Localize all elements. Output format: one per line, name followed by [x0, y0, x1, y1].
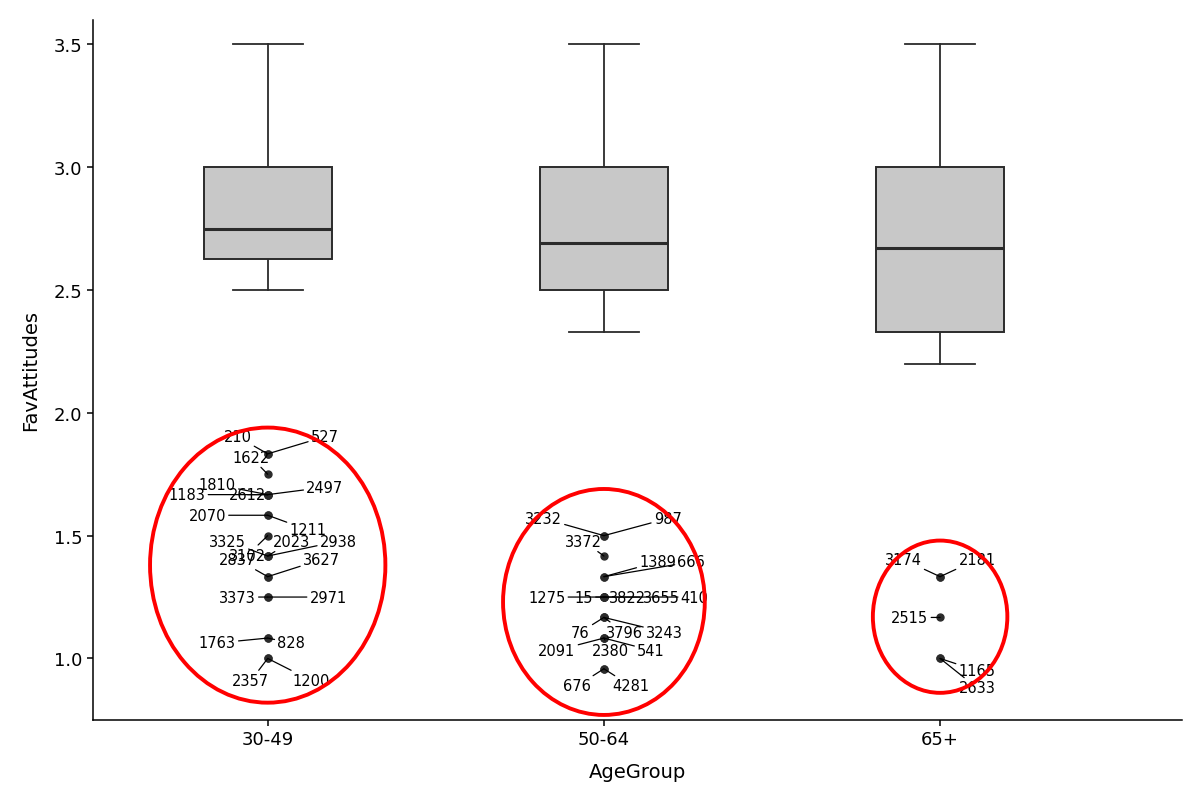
Text: 76: 76	[571, 618, 604, 640]
Text: 1165: 1165	[940, 658, 996, 678]
Y-axis label: FavAttitudes: FavAttitudes	[20, 310, 40, 431]
Text: 3372: 3372	[565, 534, 604, 557]
Text: 2181: 2181	[940, 553, 996, 577]
Text: 3627: 3627	[268, 553, 340, 577]
Text: 2380: 2380	[592, 638, 629, 658]
Text: 1810: 1810	[198, 478, 268, 495]
Text: 2023: 2023	[268, 534, 310, 557]
Text: 1211: 1211	[268, 516, 327, 538]
Text: 2612: 2612	[229, 488, 268, 503]
Text: 2515: 2515	[891, 610, 940, 625]
Text: 4281: 4281	[604, 669, 650, 694]
Text: 527: 527	[268, 430, 339, 454]
Text: 828: 828	[268, 636, 306, 650]
Text: 666: 666	[604, 555, 705, 577]
Bar	[203, 168, 332, 260]
Text: 1622: 1622	[232, 450, 269, 475]
Text: 2938: 2938	[268, 534, 357, 557]
Text: 3822: 3822	[604, 589, 646, 605]
Text: 2633: 2633	[940, 658, 996, 695]
Text: 3655: 3655	[604, 589, 680, 605]
Text: 3102: 3102	[229, 536, 268, 563]
Text: 2091: 2091	[538, 638, 604, 658]
Bar	[876, 168, 1005, 332]
Text: 210: 210	[224, 430, 268, 454]
Text: 1389: 1389	[604, 555, 676, 577]
Text: 2971: 2971	[268, 589, 346, 605]
Text: 2497: 2497	[268, 480, 344, 495]
Text: 1763: 1763	[198, 636, 268, 650]
Text: 3796: 3796	[604, 618, 642, 640]
X-axis label: AgeGroup: AgeGroup	[589, 762, 686, 781]
Text: 3243: 3243	[604, 618, 683, 640]
Text: 3373: 3373	[219, 589, 268, 605]
Text: 2837: 2837	[219, 553, 268, 577]
Text: 3174: 3174	[884, 553, 940, 577]
Text: 2070: 2070	[189, 508, 268, 523]
Text: 15: 15	[575, 589, 604, 605]
Text: 1183: 1183	[168, 488, 268, 503]
Bar	[540, 168, 668, 290]
Text: 3232: 3232	[525, 512, 604, 536]
Text: 1200: 1200	[268, 658, 330, 688]
Text: 676: 676	[563, 669, 604, 694]
Text: 3325: 3325	[209, 534, 268, 557]
Text: 987: 987	[604, 512, 682, 536]
Text: 541: 541	[604, 638, 665, 658]
Text: 1275: 1275	[528, 589, 604, 605]
Text: 2357: 2357	[232, 658, 269, 688]
Text: 410: 410	[604, 589, 709, 605]
